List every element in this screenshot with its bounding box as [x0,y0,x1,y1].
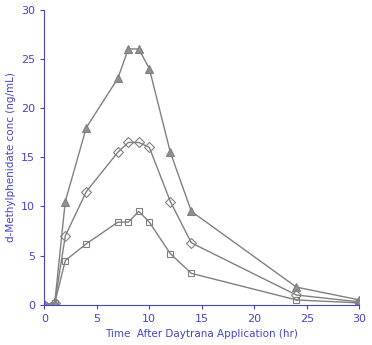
X-axis label: Time  After Daytrana Application (hr): Time After Daytrana Application (hr) [105,329,298,339]
Y-axis label: d-Methylphenidate conc (ng/mL): d-Methylphenidate conc (ng/mL) [6,72,16,242]
